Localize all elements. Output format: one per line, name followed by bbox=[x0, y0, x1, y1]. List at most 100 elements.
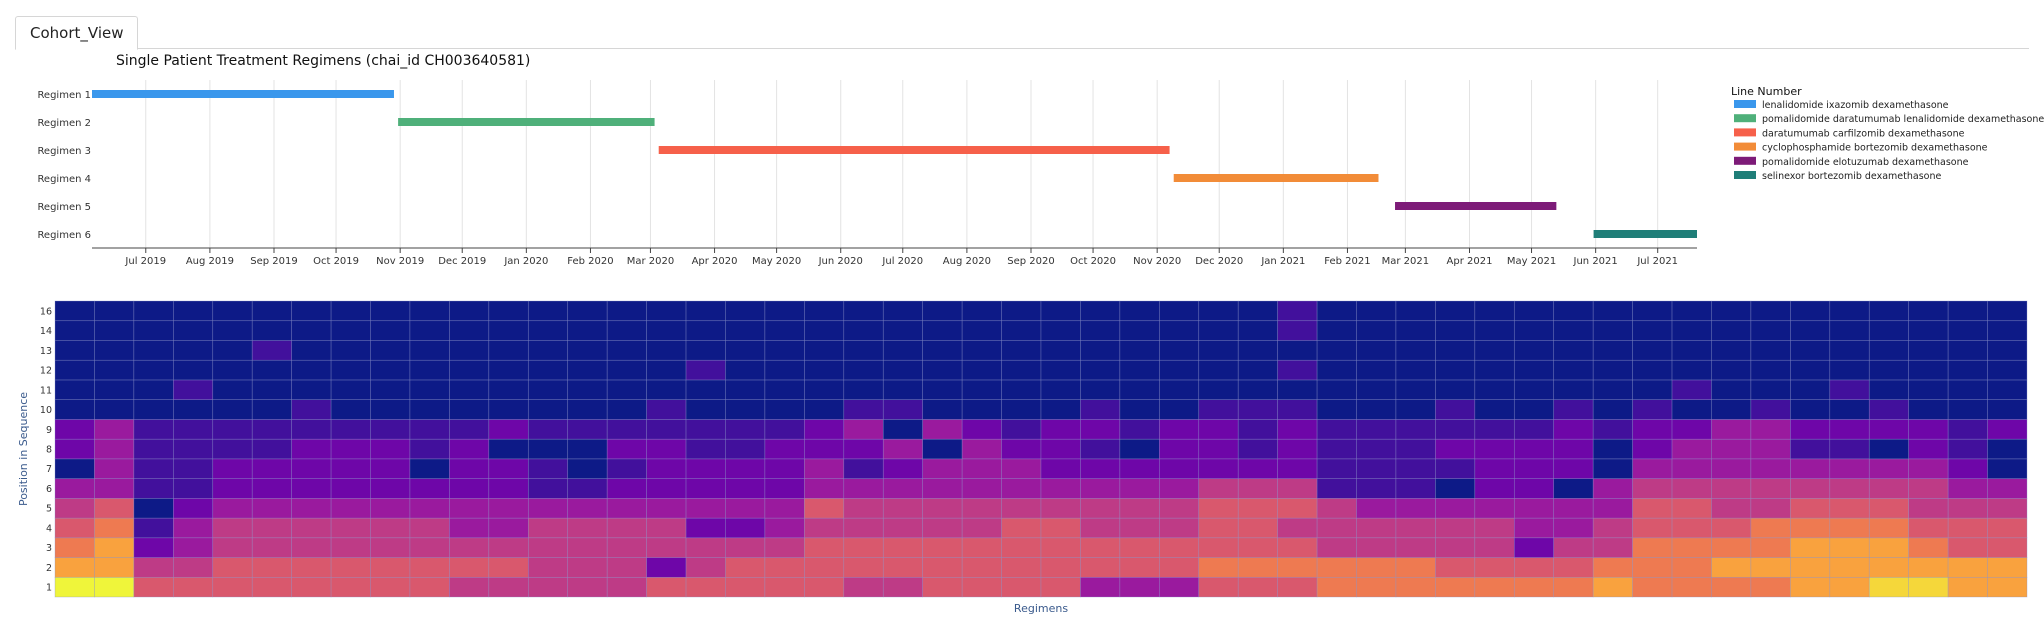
heatmap-cell bbox=[882, 438, 923, 460]
heatmap-cell bbox=[685, 359, 726, 381]
heatmap-cell bbox=[133, 458, 174, 479]
heatmap-cell bbox=[1435, 379, 1476, 400]
heatmap-cell bbox=[567, 517, 608, 539]
heatmap-cell bbox=[1356, 478, 1397, 499]
heatmap-cell bbox=[291, 557, 332, 578]
heatmap-cell bbox=[1868, 458, 1909, 479]
heatmap-cell bbox=[685, 517, 726, 539]
heatmap-cell bbox=[1040, 517, 1081, 539]
heatmap-cell bbox=[1040, 419, 1081, 440]
heatmap-cell bbox=[1711, 438, 1752, 460]
heatmap-cell bbox=[449, 320, 490, 341]
heatmap-cell bbox=[527, 478, 569, 499]
heatmap-cell bbox=[1908, 419, 1949, 440]
heatmap-cell bbox=[1040, 557, 1081, 578]
heatmap-cell bbox=[961, 419, 1002, 440]
legend-label: selinexor bortezomib dexamethasone bbox=[1762, 171, 1942, 182]
heatmap-cell bbox=[1553, 340, 1594, 361]
heatmap-cell bbox=[94, 517, 135, 539]
heatmap-cell bbox=[54, 399, 95, 420]
heatmap-cell bbox=[1277, 399, 1318, 420]
heatmap-cell bbox=[173, 320, 214, 341]
heatmap-cell bbox=[1829, 478, 1870, 499]
heatmap-cell bbox=[94, 557, 135, 578]
heatmap-x-axis-label: Regimens bbox=[1014, 602, 1068, 615]
heatmap-cell bbox=[606, 458, 647, 479]
heatmap-cell bbox=[961, 379, 1002, 400]
heatmap-cell bbox=[843, 320, 884, 341]
heatmap-cell bbox=[764, 320, 805, 341]
heatmap-cell bbox=[685, 300, 726, 322]
heatmap-cell bbox=[1790, 359, 1831, 381]
heatmap-cell bbox=[1316, 576, 1357, 598]
heatmap-cell bbox=[1711, 359, 1752, 381]
heatmap-cell bbox=[1198, 576, 1239, 598]
gantt-x-tick-label: Jun 2021 bbox=[1573, 256, 1618, 267]
heatmap-cell bbox=[1987, 340, 2028, 361]
heatmap-cell bbox=[646, 300, 687, 322]
heatmap-cell bbox=[882, 557, 923, 578]
legend-swatch bbox=[1734, 128, 1756, 137]
heatmap-cell bbox=[725, 340, 766, 361]
gantt-x-tick-label: Apr 2021 bbox=[1447, 256, 1493, 267]
heatmap-cell bbox=[1592, 576, 1633, 598]
heatmap-cell bbox=[527, 537, 569, 558]
heatmap-cell bbox=[1592, 340, 1633, 361]
heatmap-cell bbox=[1592, 359, 1633, 381]
heatmap-cell bbox=[685, 458, 726, 479]
heatmap-cell bbox=[843, 399, 884, 420]
heatmap-cell bbox=[961, 517, 1002, 539]
heatmap-cell bbox=[449, 438, 490, 460]
heatmap-cell bbox=[1119, 320, 1160, 341]
heatmap-cell bbox=[212, 498, 253, 519]
heatmap-cell bbox=[488, 478, 529, 499]
heatmap-y-tick-label: 1 bbox=[46, 583, 52, 594]
heatmap-cell bbox=[94, 300, 135, 322]
heatmap-cell bbox=[133, 340, 174, 361]
heatmap-cell bbox=[1513, 320, 1555, 341]
heatmap-cell bbox=[1435, 340, 1476, 361]
heatmap-cell bbox=[1868, 300, 1909, 322]
heatmap-cell bbox=[54, 320, 95, 341]
heatmap-cell bbox=[1592, 537, 1633, 558]
heatmap-cell bbox=[488, 359, 529, 381]
heatmap-cell bbox=[1277, 340, 1318, 361]
heatmap-cell bbox=[1080, 537, 1121, 558]
heatmap-cell bbox=[1237, 557, 1278, 578]
heatmap-cell bbox=[1356, 320, 1397, 341]
heatmap-cell bbox=[1553, 458, 1594, 479]
heatmap-cell bbox=[843, 458, 884, 479]
heatmap-cell bbox=[212, 438, 253, 460]
heatmap-cell bbox=[1474, 557, 1515, 578]
heatmap-cell bbox=[1711, 498, 1752, 519]
heatmap-cell bbox=[1513, 498, 1555, 519]
heatmap-cell bbox=[1987, 300, 2028, 322]
heatmap-cell bbox=[1553, 399, 1594, 420]
heatmap-cell bbox=[567, 498, 608, 519]
legend-label: pomalidomide daratumumab lenalidomide de… bbox=[1762, 114, 2044, 125]
heatmap-cell bbox=[251, 517, 292, 539]
heatmap-cell bbox=[764, 359, 805, 381]
heatmap-cell bbox=[1513, 419, 1555, 440]
heatmap-cell bbox=[922, 419, 963, 440]
gantt-x-tick-label: Jun 2020 bbox=[818, 256, 863, 267]
heatmap-cell bbox=[1750, 419, 1791, 440]
heatmap-cell bbox=[409, 300, 450, 322]
heatmap-cell bbox=[1040, 498, 1081, 519]
heatmap-cell bbox=[804, 320, 845, 341]
heatmap-cell bbox=[54, 498, 95, 519]
heatmap-cell bbox=[1040, 359, 1081, 381]
heatmap-cell bbox=[961, 557, 1002, 578]
heatmap-cell bbox=[1474, 438, 1515, 460]
heatmap-cell bbox=[94, 537, 135, 558]
tab-cohort-view[interactable]: Cohort_View bbox=[15, 16, 139, 50]
heatmap-cell bbox=[1908, 379, 1949, 400]
heatmap-cell bbox=[567, 419, 608, 440]
gantt-y-tick-label: Regimen 4 bbox=[37, 174, 91, 185]
heatmap-cell bbox=[961, 399, 1002, 420]
heatmap-cell bbox=[1592, 438, 1633, 460]
heatmap-cell bbox=[922, 320, 963, 341]
heatmap-cell bbox=[370, 557, 411, 578]
heatmap-cell bbox=[173, 576, 214, 598]
heatmap-cell bbox=[409, 359, 450, 381]
